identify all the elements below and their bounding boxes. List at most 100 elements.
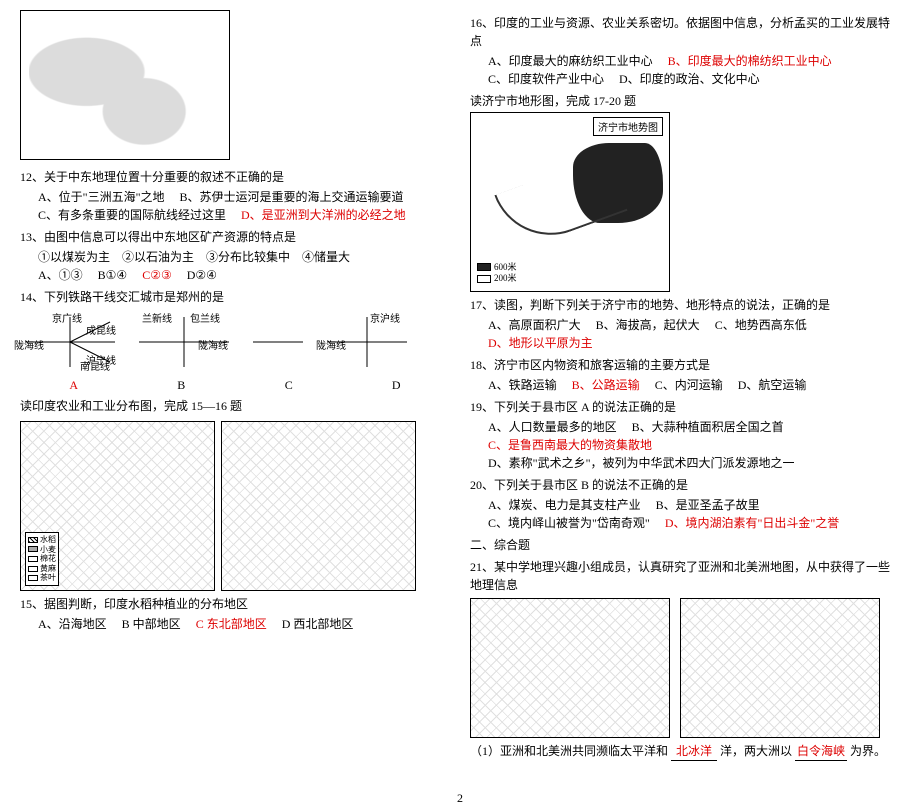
q19-stem: 19、下列关于县市区 A 的说法正确的是 [470, 398, 900, 416]
asia-map [470, 598, 670, 738]
page-number: 2 [0, 791, 920, 806]
q17-a: A、高原面积广大 [488, 316, 581, 334]
q16-b: B、印度最大的棉纺织工业中心 [668, 52, 832, 70]
q19-c: C、是鲁西南最大的物资集散地 [488, 436, 652, 454]
q15-opts: A、沿海地区 B 中部地区 C 东北部地区 D 西北部地区 [20, 615, 450, 633]
q17-stem: 17、读图，判断下列关于济宁市的地势、地形特点的说法，正确的是 [470, 296, 900, 314]
leg-jute: 黄麻 [40, 564, 56, 574]
jining-map: 济宁市地势图 600米 200米 [470, 112, 670, 292]
q21-prefix: （1）亚洲和北美洲共同濒临太平洋和 [470, 744, 668, 758]
q21-mid: 洋，两大洲以 [720, 744, 792, 758]
q20-opts-row1: A、煤炭、电力是其支柱产业 B、是亚圣孟子故里 [470, 496, 900, 514]
q15-b: B 中部地区 [122, 615, 181, 633]
q21-suffix: 为界。 [850, 744, 886, 758]
q12-d: D、是亚洲到大洋洲的必经之地 [241, 206, 406, 224]
india-agri-map: 水稻 小麦 棉花 黄麻 茶叶 [20, 421, 215, 591]
rail-letter-d: D [343, 378, 451, 393]
q15-a: A、沿海地区 [38, 615, 107, 633]
rail-letter-c: C [235, 378, 343, 393]
q20-b: B、是亚圣孟子故里 [656, 496, 760, 514]
jining-caption: 读济宁市地形图，完成 17-20 题 [470, 92, 900, 110]
jining-leg-200: 200米 [494, 273, 517, 285]
north-america-map [680, 598, 880, 738]
rail-letter-b: B [128, 378, 236, 393]
jining-legend: 600米 200米 [477, 262, 517, 285]
q16-a: A、印度最大的麻纺织工业中心 [488, 52, 653, 70]
q15-c: C 东北部地区 [196, 615, 267, 633]
q16-c: C、印度软件产业中心 [488, 70, 604, 88]
q13-c: C②③ [142, 266, 172, 284]
q17-opts: A、高原面积广大 B、海拔高，起伏大 C、地势西高东低 D、地形以平原为主 [470, 316, 900, 352]
jining-map-title: 济宁市地势图 [593, 117, 663, 136]
q12-a: A、位于"三洲五海"之地 [38, 188, 164, 206]
q16-opts-row2: C、印度软件产业中心 D、印度的政治、文化中心 [470, 70, 900, 88]
q18-opts: A、铁路运输 B、公路运输 C、内河运输 D、航空运输 [470, 376, 900, 394]
q14-stem: 14、下列铁路干线交汇城市是郑州的是 [20, 288, 450, 306]
q13-cond: ①以煤炭为主 ②以石油为主 ③分布比较集中 ④储量大 [20, 248, 450, 266]
rail-letter-row: A B C D [20, 378, 450, 393]
middle-east-map [20, 10, 230, 160]
rail-c-left: 陇海线 [198, 337, 228, 352]
rail-letter-a: A [20, 378, 128, 393]
q13-b: B①④ [98, 266, 128, 284]
q21-blank2: 白令海峡 [795, 742, 847, 761]
q19-opts-row2: C、是鲁西南最大的物资集散地 D、素称"武术之乡"，被列为中华武术四大门派发源地… [470, 436, 900, 472]
q15-d: D 西北部地区 [282, 615, 354, 633]
india-legend: 水稻 小麦 棉花 黄麻 茶叶 [25, 532, 59, 586]
q19-opts-row1: A、人口数量最多的地区 B、大蒜种植面积居全国之首 [470, 418, 900, 436]
q13-stem: 13、由图中信息可以得出中东地区矿产资源的特点是 [20, 228, 450, 246]
rail-a: 京广线 成昆线 陇海线 沪宁线 南昆线 [20, 312, 120, 372]
q16-opts-row1: A、印度最大的麻纺织工业中心 B、印度最大的棉纺织工业中心 [470, 52, 900, 70]
q19-a: A、人口数量最多的地区 [488, 418, 617, 436]
q21-blank1: 北冰洋 [671, 742, 717, 761]
q18-c: C、内河运输 [655, 376, 723, 394]
rail-c [248, 312, 308, 372]
q12-stem: 12、关于中东地理位置十分重要的叙述不正确的是 [20, 168, 450, 186]
jining-leg-600: 600米 [494, 262, 517, 274]
leg-wheat: 小麦 [40, 545, 56, 555]
rail-a-left: 陇海线 [14, 337, 44, 352]
q18-stem: 18、济宁市区内物资和旅客运输的主要方式是 [470, 356, 900, 374]
q17-d: D、地形以平原为主 [488, 334, 593, 352]
q12-b: B、苏伊士运河是重要的海上交通运输要道 [179, 188, 403, 206]
section2: 二、综合题 [470, 536, 900, 554]
rail-d-top: 京沪线 [370, 310, 400, 325]
q13-d: D②④ [187, 266, 217, 284]
q18-d: D、航空运输 [738, 376, 807, 394]
rail-a-right: 成昆线 [86, 322, 116, 337]
rail-b: 兰新线 包兰线 陇海线 [134, 312, 234, 372]
q18-b: B、公路运输 [572, 376, 640, 394]
rail-diagrams: 京广线 成昆线 陇海线 沪宁线 南昆线 [20, 312, 450, 372]
q12-opts-row1: A、位于"三洲五海"之地 B、苏伊士运河是重要的海上交通运输要道 [20, 188, 450, 206]
q20-opts-row2: C、境内峄山被誉为"岱南奇观" D、境内湖泊素有"日出斗金"之誉 [470, 514, 900, 532]
rail-d-left: 陇海线 [316, 337, 346, 352]
q15-stem: 15、据图判断，印度水稻种植业的分布地区 [20, 595, 450, 613]
q17-c: C、地势西高东低 [715, 316, 807, 334]
q20-c: C、境内峄山被誉为"岱南奇观" [488, 514, 650, 532]
q19-d: D、素称"武术之乡"，被列为中华武术四大门派发源地之一 [488, 454, 794, 472]
q17-b: B、海拔高，起伏大 [596, 316, 700, 334]
leg-tea: 茶叶 [40, 573, 56, 583]
rail-d: 京沪线 陇海线 [322, 312, 412, 372]
q13-a: A、①③ [38, 266, 83, 284]
q16-d: D、印度的政治、文化中心 [619, 70, 760, 88]
rail-a-top: 京广线 [52, 310, 82, 325]
india-caption: 读印度农业和工业分布图，完成 15—16 题 [20, 397, 450, 415]
leg-rice: 水稻 [40, 535, 56, 545]
india-industry-map [221, 421, 416, 591]
q16-stem: 16、印度的工业与资源、农业关系密切。依据图中信息，分析孟买的工业发展特点 [470, 14, 900, 50]
q20-d: D、境内湖泊素有"日出斗金"之誉 [665, 514, 839, 532]
q12-opts-row2: C、有多条重要的国际航线经过这里 D、是亚洲到大洋洲的必经之地 [20, 206, 450, 224]
q20-a: A、煤炭、电力是其支柱产业 [488, 496, 641, 514]
rail-b-tr: 包兰线 [190, 310, 220, 325]
q12-c: C、有多条重要的国际航线经过这里 [38, 206, 226, 224]
q18-a: A、铁路运输 [488, 376, 557, 394]
leg-cotton: 棉花 [40, 554, 56, 564]
asia-na-maps [470, 598, 900, 738]
q20-stem: 20、下列关于县市区 B 的说法不正确的是 [470, 476, 900, 494]
india-maps: 水稻 小麦 棉花 黄麻 茶叶 [20, 417, 450, 591]
rail-b-tl: 兰新线 [142, 310, 172, 325]
q13-opts: A、①③ B①④ C②③ D②④ [20, 266, 450, 284]
rail-b-bottom: 南昆线 [80, 358, 110, 373]
q21-stem: 21、某中学地理兴趣小组成员，认真研究了亚洲和北美洲地图，从中获得了一些地理信息 [470, 558, 900, 594]
